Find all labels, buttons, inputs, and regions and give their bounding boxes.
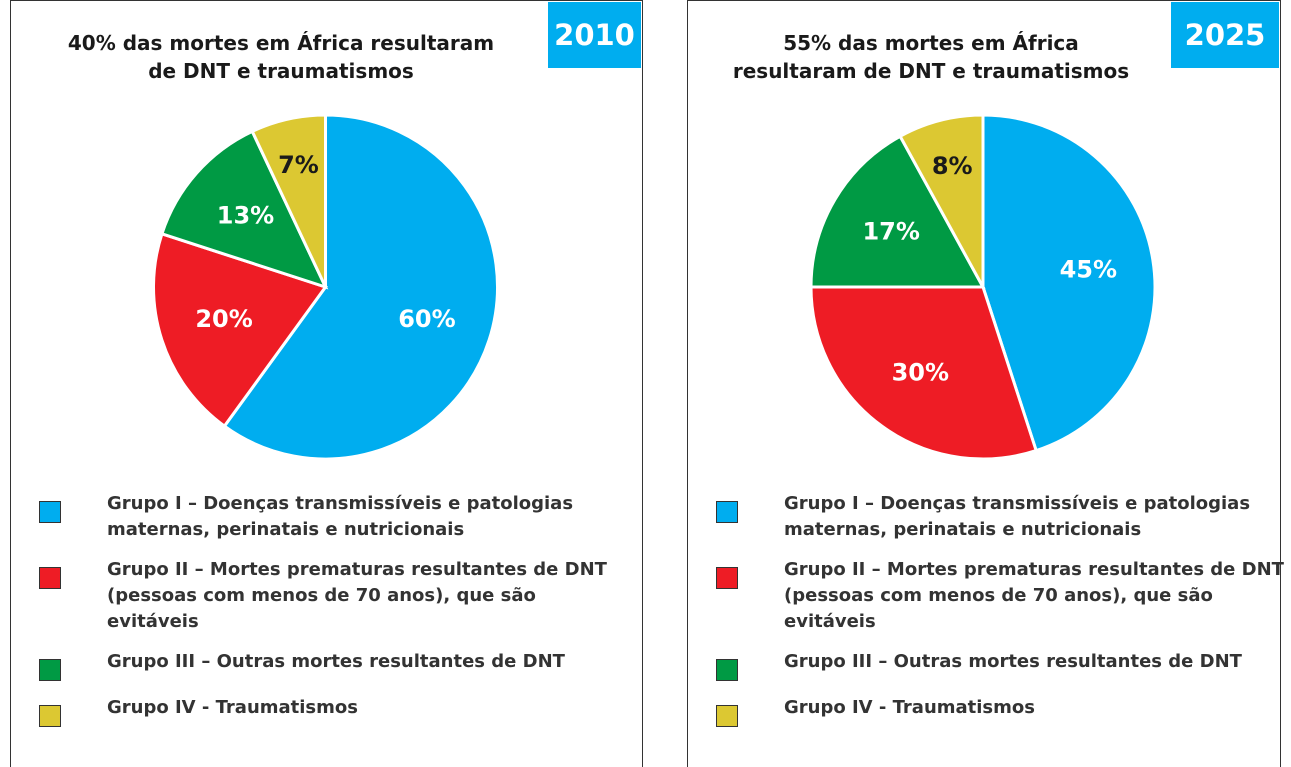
slice-label: 30% <box>892 358 949 386</box>
slice-label: 20% <box>195 305 252 333</box>
legend-label: Grupo II – Mortes prematuras resultantes… <box>107 559 607 632</box>
legend-swatch <box>716 705 738 727</box>
legend-label: Grupo IV - Traumatismos <box>107 697 358 718</box>
legend-item: Grupo I – Doenças transmissíveis e patol… <box>39 491 607 543</box>
chart-panel: 2025 55% das mortes em África resultaram … <box>687 0 1284 767</box>
pie-slice <box>898 113 985 288</box>
legend: Grupo I – Doenças transmissíveis e patol… <box>716 491 1284 727</box>
legend-swatch <box>39 659 61 681</box>
legend-label: Grupo II – Mortes prematuras resultantes… <box>784 559 1284 632</box>
legend: Grupo I – Doenças transmissíveis e patol… <box>39 491 607 727</box>
legend-item: Grupo IV - Traumatismos <box>39 695 607 727</box>
chart-panel: 2010 40% das mortes em África resultaram … <box>10 0 643 767</box>
pie-slice <box>809 134 986 289</box>
slice-label: 17% <box>862 218 919 246</box>
legend-label: Grupo III – Outras mortes resultantes de… <box>107 651 565 672</box>
legend-item: Grupo III – Outras mortes resultantes de… <box>716 649 1284 681</box>
chart-title: 55% das mortes em África resultaram de D… <box>732 31 1130 83</box>
legend-item: Grupo IV - Traumatismos <box>716 695 1284 727</box>
legend-swatch <box>716 501 738 523</box>
legend-swatch <box>716 567 738 589</box>
pie-slice <box>809 285 1039 461</box>
pie-slice <box>250 113 327 288</box>
legend-swatch <box>39 501 61 523</box>
pie-slice <box>981 113 1157 453</box>
legend-swatch <box>39 567 61 589</box>
year-badge: 2025 <box>1171 2 1279 68</box>
legend-label: Grupo IV - Traumatismos <box>784 697 1035 718</box>
legend-label: Grupo III – Outras mortes resultantes de… <box>784 651 1242 672</box>
legend-label: Grupo I – Doenças transmissíveis e patol… <box>107 493 574 540</box>
legend-item: Grupo III – Outras mortes resultantes de… <box>39 649 607 681</box>
slice-label: 45% <box>1060 255 1117 283</box>
legend-item: Grupo II – Mortes prematuras resultantes… <box>716 557 1284 635</box>
chart-title: 40% das mortes em África resultaram de D… <box>67 31 495 83</box>
pie-slice <box>152 231 328 429</box>
pie-slice <box>160 129 329 290</box>
pie-chart: 60% 20% 13%7% <box>152 113 499 461</box>
legend-item: Grupo II – Mortes prematuras resultantes… <box>39 557 607 635</box>
slice-label: 60% <box>398 305 455 333</box>
legend-item: Grupo I – Doenças transmissíveis e patol… <box>716 491 1284 543</box>
slice-label: 8% <box>932 152 973 180</box>
year-badge: 2010 <box>548 2 641 68</box>
pie-slice <box>222 113 499 461</box>
legend-swatch <box>39 705 61 727</box>
pie-chart: 45% 30% 17% 8% <box>809 113 1157 461</box>
legend-swatch <box>716 659 738 681</box>
slice-label: 13% <box>217 201 274 229</box>
slice-label: 7% <box>278 151 319 179</box>
legend-label: Grupo I – Doenças transmissíveis e patol… <box>784 493 1251 540</box>
